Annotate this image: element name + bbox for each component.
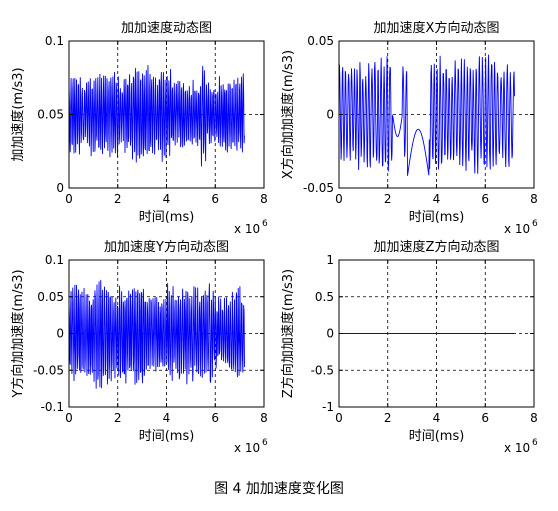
chart-title: 加加速度动态图 (121, 20, 212, 36)
x-exponent-label: x 10 (504, 222, 530, 236)
x-tick-label: 2 (114, 411, 122, 425)
y-tick-label: 0.05 (37, 108, 64, 122)
y-tick-label: 0.05 (37, 290, 64, 304)
y-tick-label: -0.05 (33, 363, 64, 377)
x-tick-label: 6 (481, 192, 489, 206)
x-tick-label: 8 (530, 411, 538, 425)
y-axis-label: X方向加加速度(m/s3) (280, 50, 296, 179)
x-tick-label: 2 (384, 411, 392, 425)
y-tick-label: 0 (56, 181, 64, 195)
x-axis-label: 时间(ms) (409, 210, 465, 225)
y-tick-label: 1 (326, 253, 334, 267)
x-tick-label: 0 (335, 411, 343, 425)
x-axis-label: 时间(ms) (139, 210, 195, 225)
x-exponent-power: 6 (532, 219, 538, 229)
y-tick-label: 0 (56, 327, 64, 341)
y-tick-label: -0.5 (311, 363, 334, 377)
x-exponent-power: 6 (532, 438, 538, 448)
y-tick-label: 0.1 (45, 253, 64, 267)
x-tick-label: 2 (384, 192, 392, 206)
series-line (338, 54, 515, 176)
x-tick-label: 6 (481, 411, 489, 425)
x-tick-label: 6 (211, 411, 219, 425)
x-tick-label: 4 (163, 411, 171, 425)
x-tick-label: 8 (260, 411, 268, 425)
y-tick-label: 0.05 (307, 34, 334, 48)
y-axis-label: 加加速度(m/s3) (10, 67, 26, 161)
chart-title: 加加速度Y方向动态图 (104, 239, 229, 255)
chart-title: 加加速度Z方向动态图 (374, 239, 500, 255)
series-line (68, 65, 245, 167)
x-tick-label: 0 (65, 192, 73, 206)
y-tick-label: -1 (322, 400, 334, 414)
y-tick-label: -0.1 (41, 400, 64, 414)
x-exponent-label: x 10 (234, 222, 260, 236)
x-exponent-power: 6 (262, 219, 268, 229)
x-exponent-power: 6 (262, 438, 268, 448)
y-tick-label: -0.05 (303, 181, 334, 195)
x-tick-label: 8 (260, 192, 268, 206)
x-tick-label: 0 (65, 411, 73, 425)
x-tick-label: 2 (114, 192, 122, 206)
x-tick-label: 4 (433, 411, 441, 425)
y-tick-label: 0 (326, 327, 334, 341)
x-tick-label: 4 (163, 192, 171, 206)
series-line (68, 279, 245, 389)
x-exponent-label: x 10 (504, 441, 530, 455)
x-tick-label: 0 (335, 192, 343, 206)
x-axis-label: 时间(ms) (409, 429, 465, 444)
y-tick-label: 0.5 (315, 290, 334, 304)
figure-caption: 图 4 加加速度变化图 (214, 481, 344, 497)
x-tick-label: 4 (433, 192, 441, 206)
x-tick-label: 8 (530, 192, 538, 206)
chart-title: 加加速度X方向动态图 (374, 20, 500, 36)
y-tick-label: 0 (326, 108, 334, 122)
x-axis-label: 时间(ms) (139, 429, 195, 444)
x-exponent-label: x 10 (234, 441, 260, 455)
y-tick-label: 0.1 (45, 34, 64, 48)
y-axis-label: Z方向加加速度(m/s3) (280, 269, 296, 398)
y-axis-label: Y方向加加速度(m/s3) (10, 269, 26, 398)
x-tick-label: 6 (211, 192, 219, 206)
